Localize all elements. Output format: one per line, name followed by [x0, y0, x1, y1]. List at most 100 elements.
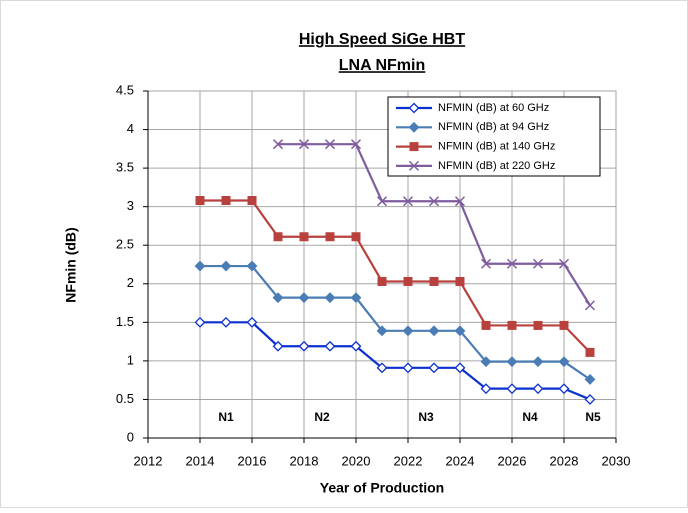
- legend: NFMIN (dB) at 60 GHz NFMIN (dB) at 94 GHz…: [387, 96, 601, 177]
- marker: [351, 232, 361, 242]
- legend-label: NFMIN (dB) at 94 GHz: [438, 121, 549, 133]
- marker: [506, 383, 518, 395]
- marker: [220, 316, 232, 328]
- marker: [558, 356, 570, 368]
- marker: [298, 139, 310, 150]
- marker: [429, 276, 439, 286]
- marker: [428, 196, 440, 207]
- marker: [350, 292, 362, 304]
- marker: [454, 325, 466, 337]
- x-tick-label: 2018: [290, 453, 319, 468]
- annotation: N4: [522, 410, 538, 424]
- marker: [408, 160, 420, 171]
- marker: [376, 325, 388, 337]
- marker: [402, 362, 414, 374]
- marker: [558, 383, 570, 395]
- chart-subtitle: LNA NFmin: [339, 57, 426, 74]
- y-tick-label: 3.5: [116, 160, 134, 175]
- marker: [480, 356, 492, 368]
- legend-label: NFMIN (dB) at 140 GHz: [438, 141, 555, 153]
- x-axis-label: Year of Production: [320, 480, 444, 496]
- marker: [324, 340, 336, 352]
- x-tick-label: 2028: [550, 453, 579, 468]
- marker: [272, 139, 284, 150]
- marker: [507, 320, 517, 330]
- marker: [506, 356, 518, 368]
- x-tick-label: 2022: [394, 453, 423, 468]
- marker: [584, 394, 596, 405]
- y-tick-label: 1: [127, 352, 134, 367]
- marker: [195, 195, 205, 205]
- series-line: [200, 264, 591, 381]
- marker: [350, 139, 362, 150]
- marker: [376, 196, 388, 207]
- marker: [409, 142, 419, 152]
- marker: [272, 292, 284, 304]
- marker: [532, 356, 544, 368]
- marker: [585, 347, 595, 357]
- marker: [480, 258, 492, 269]
- marker: [408, 121, 420, 133]
- x-tick-label: 2024: [446, 453, 475, 468]
- marker: [220, 260, 232, 272]
- marker: [480, 383, 492, 395]
- y-tick-label: 3: [127, 198, 134, 213]
- marker: [532, 383, 544, 395]
- marker: [325, 232, 335, 242]
- x-tick-label: 2012: [134, 453, 163, 468]
- marker: [350, 340, 362, 352]
- y-tick-label: 0: [127, 429, 134, 444]
- marker: [408, 102, 420, 114]
- legend-box: [387, 96, 601, 177]
- y-tick-label: 4: [127, 121, 134, 136]
- annotation: N2: [314, 410, 330, 424]
- marker: [428, 362, 440, 374]
- marker: [298, 340, 310, 352]
- x-tick-label: 2014: [186, 453, 215, 468]
- marker: [194, 260, 206, 272]
- marker: [246, 260, 258, 272]
- marker: [246, 316, 258, 328]
- marker: [272, 340, 284, 352]
- marker: [558, 258, 570, 269]
- marker: [298, 292, 310, 304]
- chart-title: High Speed SiGe HBT: [299, 31, 465, 48]
- annotation: N1: [218, 410, 234, 424]
- marker: [454, 362, 466, 374]
- annotation: N5: [585, 410, 601, 424]
- annotation: N3: [418, 410, 434, 424]
- series-line: [200, 321, 591, 401]
- y-tick-label: 0.5: [116, 391, 134, 406]
- y-tick-label: 2.5: [116, 237, 134, 252]
- marker: [584, 300, 596, 311]
- marker: [273, 232, 283, 242]
- y-tick-label: 4.5: [116, 82, 134, 97]
- marker: [402, 325, 414, 337]
- series-line: [200, 199, 591, 354]
- marker: [532, 258, 544, 269]
- marker: [428, 325, 440, 337]
- marker: [584, 373, 596, 385]
- marker: [454, 196, 466, 207]
- marker: [455, 276, 465, 286]
- x-tick-label: 2030: [602, 453, 631, 468]
- marker: [324, 292, 336, 304]
- marker: [559, 320, 569, 330]
- legend-label: NFMIN (dB) at 220 GHz: [438, 160, 555, 172]
- y-axis-label: NFmin (dB): [63, 227, 79, 302]
- marker: [194, 316, 206, 328]
- marker: [299, 232, 309, 242]
- legend-label: NFMIN (dB) at 60 GHz: [438, 102, 549, 114]
- marker: [533, 320, 543, 330]
- x-tick-label: 2016: [238, 453, 267, 468]
- marker: [481, 320, 491, 330]
- x-tick-label: 2020: [342, 453, 371, 468]
- y-tick-label: 2: [127, 275, 134, 290]
- x-tick-label: 2026: [498, 453, 527, 468]
- marker: [376, 362, 388, 374]
- marker: [403, 276, 413, 286]
- marker: [221, 195, 231, 205]
- marker: [377, 276, 387, 286]
- marker: [402, 196, 414, 207]
